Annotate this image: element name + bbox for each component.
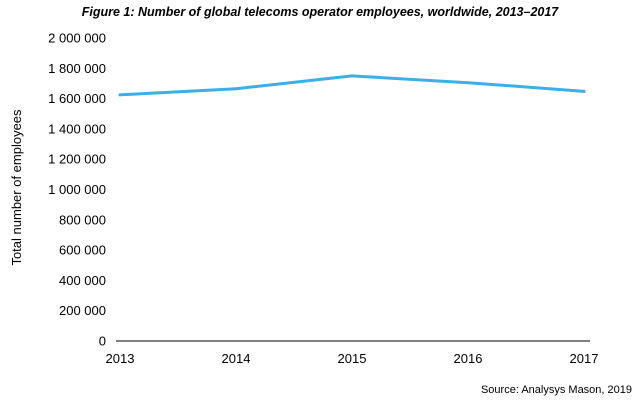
y-tick-label: 400 000	[59, 273, 106, 288]
y-tick-label: 0	[99, 334, 106, 349]
x-tick-label: 2017	[570, 351, 599, 366]
data-point	[582, 89, 586, 93]
y-tick-label: 1 000 000	[48, 182, 106, 197]
y-tick-label: 800 000	[59, 212, 106, 227]
y-axis-label: Total number of employees	[9, 109, 24, 266]
y-tick-label: 600 000	[59, 243, 106, 258]
data-point	[234, 87, 238, 91]
y-tick-label: 200 000	[59, 303, 106, 318]
x-tick-label: 2013	[106, 351, 135, 366]
data-point	[118, 93, 122, 97]
y-tick-label: 1 200 000	[48, 152, 106, 167]
data-point	[466, 81, 470, 85]
series-line	[118, 74, 586, 97]
source-note: Source: Analysys Mason, 2019	[480, 384, 632, 396]
y-tick-label: 2 000 000	[48, 31, 106, 46]
y-tick-label: 1 800 000	[48, 61, 106, 76]
data-point	[350, 74, 354, 78]
y-tick-label: 1 400 000	[48, 121, 106, 136]
x-tick-label: 2016	[454, 351, 483, 366]
y-tick-label: 1 600 000	[48, 91, 106, 106]
x-tick-label: 2015	[338, 351, 367, 366]
x-tick-label: 2014	[222, 351, 251, 366]
chart-title: Figure 1: Number of global telecoms oper…	[81, 5, 559, 19]
